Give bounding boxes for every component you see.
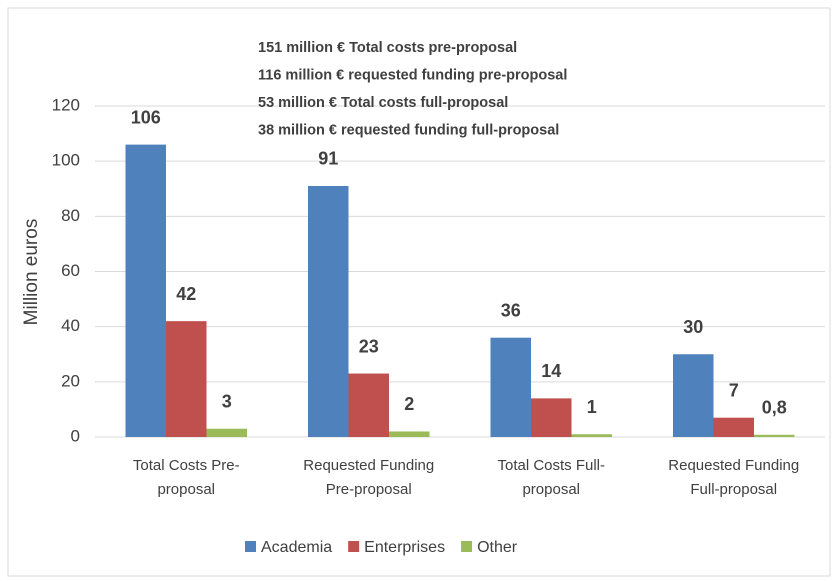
x-tick-label: Pre-proposal [326, 481, 412, 498]
bar [125, 144, 166, 437]
value-label: 91 [318, 149, 338, 169]
x-tick-label: Total Costs Full- [497, 457, 605, 474]
annotation: 38 million € requested funding full-prop… [258, 122, 559, 138]
bar [713, 417, 754, 437]
bar [754, 434, 795, 437]
legend-swatch [348, 541, 360, 552]
value-label: 42 [176, 284, 196, 304]
y-tick-label: 20 [61, 371, 80, 390]
bar [531, 398, 572, 437]
y-tick-label: 120 [52, 95, 80, 114]
value-label: 106 [131, 107, 161, 127]
value-label: 2 [404, 394, 414, 414]
bar [389, 431, 430, 437]
value-label: 36 [501, 300, 521, 320]
bar [673, 354, 714, 437]
bar [571, 434, 612, 437]
bar [348, 373, 389, 437]
value-label: 23 [359, 336, 379, 356]
y-tick-label: 60 [61, 261, 80, 280]
x-tick-label: proposal [157, 481, 215, 498]
x-tick-label: proposal [522, 481, 580, 498]
x-tick-label: Total Costs Pre- [133, 457, 240, 474]
bar [490, 337, 531, 437]
legend-swatch [461, 541, 473, 552]
value-label: 7 [729, 380, 739, 400]
value-label: 30 [683, 317, 703, 337]
value-label: 3 [222, 391, 232, 411]
x-tick-label: Requested Funding [668, 457, 799, 474]
legend-swatch [245, 541, 256, 552]
y-tick-label: 80 [61, 206, 80, 225]
value-label: 1 [587, 397, 597, 417]
annotation: 116 million € requested funding pre-prop… [258, 67, 567, 83]
legend-label: Academia [261, 539, 332, 556]
y-tick-label: 0 [71, 426, 80, 445]
value-label: 0,8 [762, 398, 787, 418]
x-tick-label: Requested Funding [303, 457, 434, 474]
y-tick-label: 100 [52, 151, 80, 170]
x-tick-label: Full-proposal [690, 481, 777, 498]
legend-label: Other [477, 539, 518, 556]
value-label: 14 [541, 361, 561, 381]
bar [206, 428, 247, 437]
annotation: 53 million € Total costs full-proposal [258, 95, 508, 111]
y-tick-label: 40 [61, 316, 80, 335]
annotation: 151 million € Total costs pre-proposal [258, 40, 517, 56]
legend-label: Enterprises [364, 539, 445, 556]
bar [166, 321, 207, 437]
y-axis-label: Million euros [21, 219, 42, 326]
bar [308, 185, 349, 437]
